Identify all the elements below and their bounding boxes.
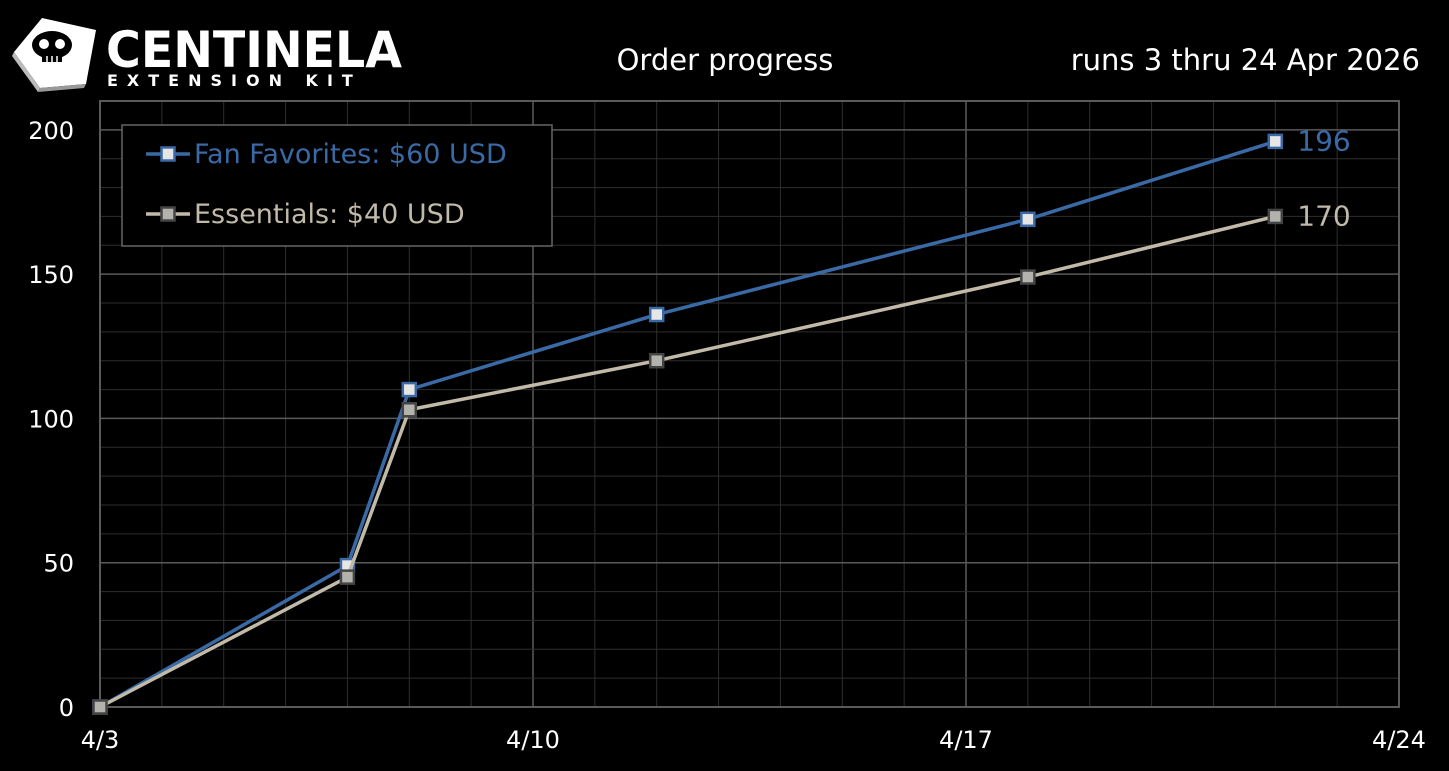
x-tick-label: 4/3: [81, 726, 120, 754]
data-point-marker: [92, 699, 108, 715]
series: 196 170: [92, 124, 1351, 715]
data-point-marker: [648, 352, 665, 369]
data-point-marker: [401, 381, 418, 398]
axes: 0 50 100 150 200 4/3 4/10 4/17 4/24: [28, 117, 1426, 754]
plot-frame: [99, 100, 1400, 708]
skull-keycap-icon: [12, 18, 96, 92]
data-label: 196: [1297, 124, 1350, 157]
data-point-marker: [1020, 211, 1036, 228]
series-essentials: 170: [92, 199, 1351, 715]
x-tick-label: 4/24: [1372, 726, 1426, 754]
legend-label: Essentials: $40 USD: [194, 199, 465, 230]
data-point-marker: [339, 569, 356, 585]
x-tick-label: 4/10: [506, 726, 560, 754]
data-point-marker: [648, 306, 665, 323]
legend: Fan Favorites: $60 USD Essentials: $40 US…: [121, 124, 553, 247]
y-tick-label: 150: [28, 261, 74, 289]
data-point-marker: [1267, 208, 1284, 225]
series-line: [99, 139, 1276, 709]
chart-subtitle: runs 3 thru 24 Apr 2026: [1071, 43, 1420, 77]
data-point-marker: [1020, 269, 1036, 285]
data-point-marker: [1267, 133, 1284, 150]
y-tick-label: 0: [59, 694, 74, 722]
legend-swatch-marker: [160, 206, 176, 222]
legend-label: Fan Favorites: $60 USD: [194, 139, 507, 170]
grid: [99, 100, 1400, 708]
y-tick-label: 50: [43, 550, 74, 578]
y-tick-label: 100: [28, 405, 74, 433]
y-tick-label: 200: [28, 117, 74, 145]
legend-swatch-marker: [160, 146, 176, 162]
chart-title: Order progress: [617, 43, 834, 77]
series-line: [99, 214, 1276, 709]
legend-box: [121, 124, 553, 247]
brand-tagline: EXTENSION KIT: [107, 71, 362, 90]
data-point-marker: [401, 402, 418, 418]
brand-logo: CENTINELA EXTENSION KIT: [12, 18, 402, 92]
data-label: 170: [1297, 199, 1350, 232]
x-tick-label: 4/17: [939, 726, 993, 754]
brand-name: CENTINELA: [106, 21, 402, 79]
